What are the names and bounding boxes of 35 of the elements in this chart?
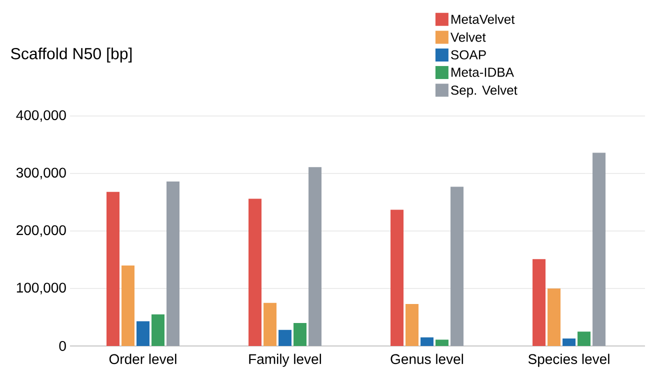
legend-label: Meta-IDBA bbox=[452, 68, 514, 77]
bar bbox=[548, 288, 561, 346]
bar bbox=[578, 332, 591, 346]
bar bbox=[278, 330, 292, 346]
bar bbox=[248, 198, 262, 346]
y-tick-label: 300,000 bbox=[16, 168, 66, 180]
bar bbox=[592, 152, 606, 346]
bar bbox=[390, 210, 404, 346]
bar bbox=[294, 322, 307, 346]
bar bbox=[122, 265, 134, 346]
x-tick-label: Family level bbox=[249, 354, 322, 367]
x-tick-label: Species level bbox=[528, 354, 610, 367]
bar bbox=[152, 314, 164, 346]
bar bbox=[532, 259, 546, 346]
legend-label: MetaVelvet bbox=[452, 14, 515, 24]
bar bbox=[166, 182, 180, 346]
bar bbox=[436, 340, 449, 346]
bar bbox=[562, 338, 576, 346]
bar bbox=[420, 337, 434, 346]
y-axis-title: Scaffold N50 [bp] bbox=[11, 48, 132, 63]
y-tick-label: 0 bbox=[59, 341, 66, 351]
bar bbox=[406, 304, 419, 346]
x-tick-label: Genus level bbox=[390, 354, 464, 364]
y-tick-label: 200,000 bbox=[16, 225, 66, 237]
bar bbox=[106, 192, 120, 346]
legend-label: Velvet bbox=[450, 32, 486, 42]
x-tick-label: Order level bbox=[109, 354, 176, 364]
bar bbox=[450, 186, 464, 346]
bar bbox=[264, 302, 277, 346]
legend-label: SOAP bbox=[451, 50, 486, 60]
legend-label: Sep. Velvet bbox=[451, 85, 518, 98]
y-tick-label: 400,000 bbox=[16, 110, 66, 122]
y-tick-label: 100,000 bbox=[16, 282, 66, 294]
bar bbox=[136, 321, 150, 346]
bar bbox=[308, 167, 322, 346]
